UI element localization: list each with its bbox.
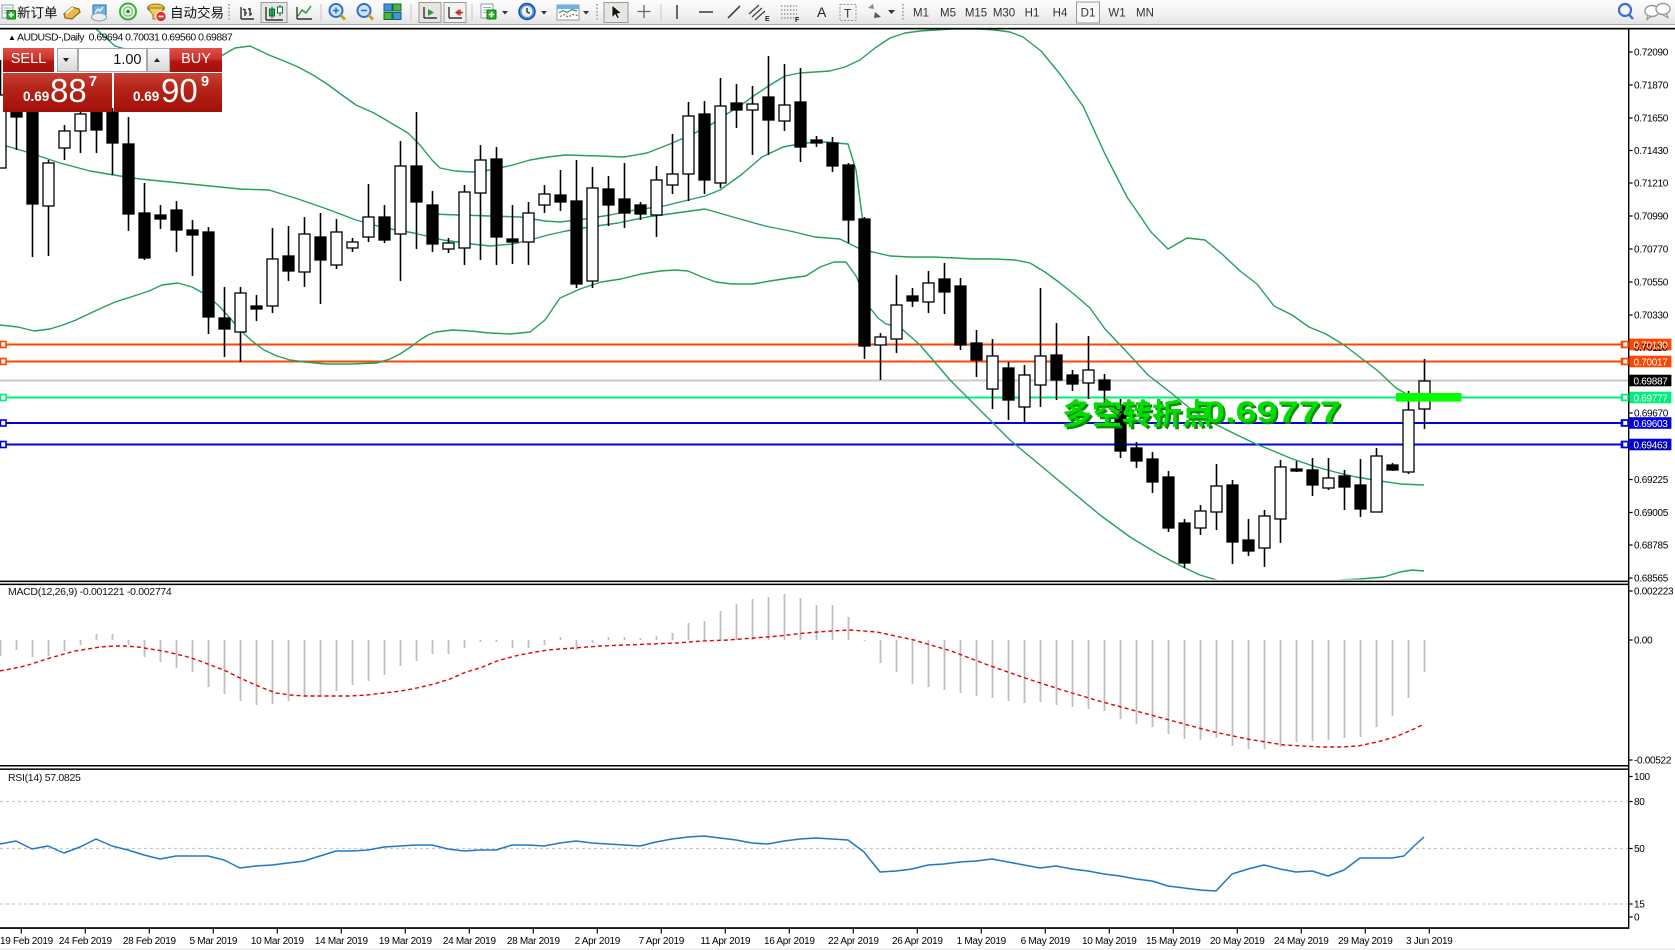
- svg-text:10 Mar 2019: 10 Mar 2019: [251, 936, 305, 947]
- svg-text:6 May 2019: 6 May 2019: [1021, 936, 1071, 947]
- svg-text:RSI(14) 57.0825: RSI(14) 57.0825: [8, 772, 81, 784]
- svg-text:15: 15: [1634, 900, 1645, 911]
- svg-text:M5: M5: [940, 8, 956, 20]
- svg-text:MN: MN: [1136, 8, 1154, 20]
- svg-text:7 Apr 2019: 7 Apr 2019: [639, 936, 685, 947]
- svg-text:22 Apr 2019: 22 Apr 2019: [828, 936, 879, 947]
- svg-text:0.70990: 0.70990: [1634, 212, 1669, 223]
- svg-text:19 Mar 2019: 19 Mar 2019: [379, 936, 433, 947]
- svg-text:29 May 2019: 29 May 2019: [1338, 936, 1393, 947]
- svg-text:5 Mar 2019: 5 Mar 2019: [190, 936, 238, 947]
- svg-text:15 May 2019: 15 May 2019: [1146, 936, 1201, 947]
- svg-text:1 May 2019: 1 May 2019: [957, 936, 1007, 947]
- svg-text:10 May 2019: 10 May 2019: [1082, 936, 1137, 947]
- svg-text:14 Mar 2019: 14 Mar 2019: [315, 936, 369, 947]
- svg-text:0: 0: [1634, 913, 1640, 924]
- svg-text:80: 80: [1634, 797, 1645, 808]
- svg-text:24 Mar 2019: 24 Mar 2019: [443, 936, 497, 947]
- svg-text:0.69005: 0.69005: [1634, 508, 1669, 519]
- svg-text:24 May 2019: 24 May 2019: [1274, 936, 1329, 947]
- svg-text:M15: M15: [965, 8, 987, 20]
- svg-text:H4: H4: [1053, 8, 1068, 20]
- svg-text:0.00: 0.00: [1634, 636, 1653, 647]
- svg-text:A: A: [817, 4, 827, 20]
- svg-text:0.002223: 0.002223: [1634, 587, 1674, 598]
- svg-text:0.70770: 0.70770: [1634, 245, 1669, 256]
- svg-text:50: 50: [1634, 844, 1645, 855]
- svg-text:0.69887: 0.69887: [1634, 376, 1669, 387]
- svg-text:0.69777: 0.69777: [1634, 393, 1669, 404]
- svg-text:▲: ▲: [8, 33, 16, 42]
- svg-text:2 Apr 2019: 2 Apr 2019: [575, 936, 621, 947]
- svg-text:0.70110: 0.70110: [1634, 343, 1668, 354]
- svg-text:0.69225: 0.69225: [1634, 475, 1669, 486]
- svg-text:H1: H1: [1025, 8, 1040, 20]
- svg-text:28 Mar 2019: 28 Mar 2019: [507, 936, 561, 947]
- svg-text:0.69777: 0.69777: [1206, 398, 1343, 431]
- svg-text:0.69463: 0.69463: [1634, 440, 1669, 451]
- svg-text:0.71650: 0.71650: [1634, 114, 1669, 125]
- svg-text:0.71210: 0.71210: [1634, 179, 1669, 190]
- svg-text:0.70550: 0.70550: [1634, 278, 1669, 289]
- svg-text:0.69603: 0.69603: [1634, 419, 1669, 430]
- svg-text:0.68785: 0.68785: [1634, 541, 1669, 552]
- svg-text:0.69450: 0.69450: [1634, 442, 1669, 453]
- svg-text:24 Feb 2019: 24 Feb 2019: [59, 936, 113, 947]
- svg-text:11 Apr 2019: 11 Apr 2019: [700, 936, 751, 947]
- svg-text:AUDUSD-,Daily 0.69694 0.70031: AUDUSD-,Daily 0.69694 0.70031 0.69560 0.…: [17, 32, 233, 44]
- svg-text:0.72090: 0.72090: [1634, 48, 1669, 59]
- svg-text:0.71870: 0.71870: [1634, 81, 1669, 92]
- svg-text:M1: M1: [913, 8, 929, 20]
- svg-text:3 Jun 2019: 3 Jun 2019: [1406, 936, 1453, 947]
- svg-text:D1: D1: [1081, 8, 1096, 20]
- svg-text:-0.00522: -0.00522: [1634, 756, 1672, 767]
- svg-text:E: E: [765, 16, 770, 23]
- svg-text:T: T: [844, 7, 852, 21]
- svg-text:W1: W1: [1108, 8, 1125, 20]
- svg-text:0.69670: 0.69670: [1634, 409, 1669, 420]
- svg-text:28 Feb 2019: 28 Feb 2019: [123, 936, 177, 947]
- svg-text:M30: M30: [993, 8, 1015, 20]
- svg-text:0.68565: 0.68565: [1634, 574, 1669, 585]
- svg-text:0.70130: 0.70130: [1634, 340, 1669, 351]
- svg-text:0.71430: 0.71430: [1634, 146, 1669, 157]
- svg-text:0.70330: 0.70330: [1634, 311, 1669, 322]
- svg-text:20 May 2019: 20 May 2019: [1210, 936, 1265, 947]
- svg-text:MACD(12,26,9) -0.001221 -0.002: MACD(12,26,9) -0.001221 -0.002774: [8, 586, 172, 598]
- svg-text:0.69777: 0.69777: [1204, 396, 1341, 429]
- svg-text:100: 100: [1634, 772, 1651, 783]
- svg-text:F: F: [795, 17, 800, 24]
- svg-text:0.70017: 0.70017: [1634, 357, 1669, 368]
- svg-text:26 Apr 2019: 26 Apr 2019: [892, 936, 943, 947]
- svg-text:16 Apr 2019: 16 Apr 2019: [764, 936, 815, 947]
- svg-text:19 Feb 2019: 19 Feb 2019: [0, 936, 54, 947]
